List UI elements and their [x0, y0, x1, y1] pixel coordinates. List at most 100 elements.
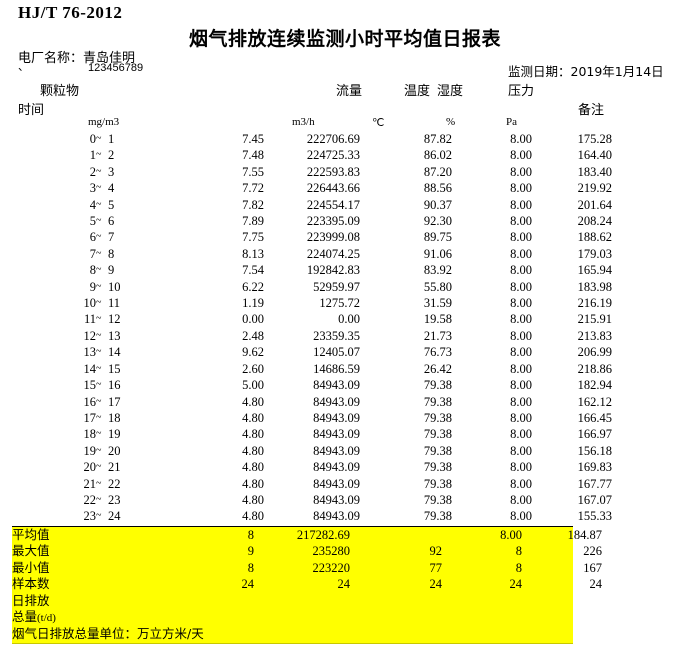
humidity-value: 8.00	[510, 312, 532, 327]
temperature-value: 87.20	[423, 164, 452, 179]
time-end: 7	[108, 230, 115, 245]
temperature-value: 79.38	[423, 410, 452, 425]
summary-label: 最大值	[12, 543, 50, 559]
time-start: 12	[83, 328, 97, 343]
time-separator: ~	[96, 346, 102, 358]
remark-value	[612, 295, 690, 311]
time-end: 23	[108, 492, 121, 507]
temperature-value: 91.06	[423, 246, 452, 261]
summary-humidity: 8	[515, 560, 522, 575]
table-row: 12 ~13 2.48 23359.35 21.73 8.00 213.83	[0, 328, 690, 344]
summary-temperature: 24	[429, 577, 443, 592]
flow-value: 52959.97	[313, 279, 360, 294]
total-flow	[254, 609, 350, 626]
summary-pressure: 184.87	[567, 528, 602, 542]
flow-value: 12405.07	[313, 345, 360, 360]
summary-row: 样本数 24 24 24 24 24	[12, 576, 602, 592]
time-end: 17	[108, 394, 121, 409]
summary-row: 平均值 8 217282.69 8.00 184.87	[12, 527, 602, 543]
dust-value: 7.54	[242, 263, 264, 278]
daily-emission-press	[522, 593, 602, 609]
time-start: 14	[83, 361, 97, 376]
table-row: 20 ~21 4.80 84943.09 79.38 8.00 169.83	[0, 459, 690, 475]
pressure-value: 213.83	[577, 328, 612, 343]
humidity-value: 8.00	[510, 148, 532, 163]
summary-dust: 9	[247, 544, 254, 559]
time-start: 1	[89, 148, 96, 163]
time-end: 11	[108, 296, 121, 311]
time-end: 20	[108, 443, 121, 458]
humidity-value: 8.00	[510, 427, 532, 442]
dust-value: 7.45	[242, 132, 264, 146]
time-end: 10	[108, 279, 121, 294]
total-unit: (t/d)	[37, 612, 56, 625]
time-separator: ~	[96, 411, 102, 423]
remark-value	[612, 443, 690, 459]
pressure-value: 166.45	[577, 410, 612, 425]
humidity-value: 8.00	[510, 279, 532, 294]
unit-humidity: %	[446, 116, 456, 128]
time-separator: ~	[96, 329, 102, 341]
monitor-date: 监测日期：2019年1月14日	[508, 64, 664, 79]
temperature-value: 79.38	[423, 492, 452, 507]
humidity-value: 8.00	[510, 181, 532, 196]
temperature-value: 92.30	[423, 214, 452, 229]
time-start: 8	[89, 263, 96, 278]
table-row: 9 ~10 6.22 52959.97 55.80 8.00 183.98	[0, 279, 690, 295]
pressure-value: 208.24	[577, 214, 612, 229]
remark-value	[612, 164, 690, 180]
time-start: 22	[83, 492, 97, 507]
temperature-value: 79.38	[423, 443, 452, 458]
flow-value: 84943.09	[313, 476, 360, 491]
humidity-value: 8.00	[510, 214, 532, 229]
flow-value: 224725.33	[306, 148, 360, 163]
column-header-humidity: 湿度	[437, 84, 464, 99]
time-start: 17	[83, 410, 97, 425]
dust-value: 2.48	[242, 328, 264, 343]
page-title: 烟气排放连续监测小时平均值日报表	[188, 28, 501, 50]
temperature-value: 89.75	[423, 230, 452, 245]
humidity-value: 8.00	[510, 230, 532, 245]
flow-value: 84943.09	[313, 394, 360, 409]
temperature-value: 79.38	[423, 427, 452, 442]
time-separator: ~	[96, 264, 102, 276]
temperature-value: 31.59	[423, 296, 452, 311]
temperature-value: 19.58	[423, 312, 452, 327]
plant-name-label: 电厂名称：青岛佳明	[18, 51, 136, 66]
table-row: 21 ~22 4.80 84943.09 79.38 8.00 167.77	[0, 476, 690, 492]
time-start: 10	[83, 296, 97, 311]
humidity-value: 8.00	[510, 296, 532, 311]
time-separator: ~	[96, 182, 102, 194]
dust-value: 4.80	[242, 410, 264, 425]
dust-value: 2.60	[242, 361, 264, 376]
pressure-value: 155.33	[577, 509, 612, 524]
dust-value: 1.19	[242, 296, 264, 311]
time-start: 15	[83, 378, 97, 393]
total-label: 总量	[12, 609, 38, 625]
flow-value: 14686.59	[313, 361, 360, 376]
table-row: 6 ~7 7.75 223999.08 89.75 8.00 188.62	[0, 229, 690, 245]
time-separator: ~	[96, 280, 102, 292]
flow-value: 84943.09	[313, 410, 360, 425]
flow-value: 1275.72	[319, 296, 360, 311]
humidity-value: 8.00	[510, 410, 532, 425]
dust-value: 4.80	[242, 476, 264, 491]
pressure-value: 165.94	[577, 263, 612, 278]
total-press	[522, 609, 602, 626]
table-row: 22 ~23 4.80 84943.09 79.38 8.00 167.07	[0, 492, 690, 508]
time-end: 5	[108, 197, 115, 212]
summary-dust: 8	[247, 560, 254, 575]
pressure-value: 183.98	[577, 279, 612, 294]
summary-pressure: 167	[583, 560, 602, 575]
temperature-value: 79.38	[423, 378, 452, 393]
footnote: 烟气日排放总量单位：万立方米/天	[12, 626, 204, 642]
summary-temperature	[350, 527, 442, 543]
pressure-value: 219.92	[577, 181, 612, 196]
temperature-value: 90.37	[423, 197, 452, 212]
table-row: 4 ~5 7.82 224554.17 90.37 8.00 201.64	[0, 197, 690, 213]
dust-value: 4.80	[242, 460, 264, 475]
table-row: 14 ~15 2.60 14686.59 26.42 8.00 218.86	[0, 361, 690, 377]
table-row: 2 ~3 7.55 222593.83 87.20 8.00 183.40	[0, 164, 690, 180]
time-start: 13	[83, 345, 97, 360]
remark-value	[612, 246, 690, 262]
